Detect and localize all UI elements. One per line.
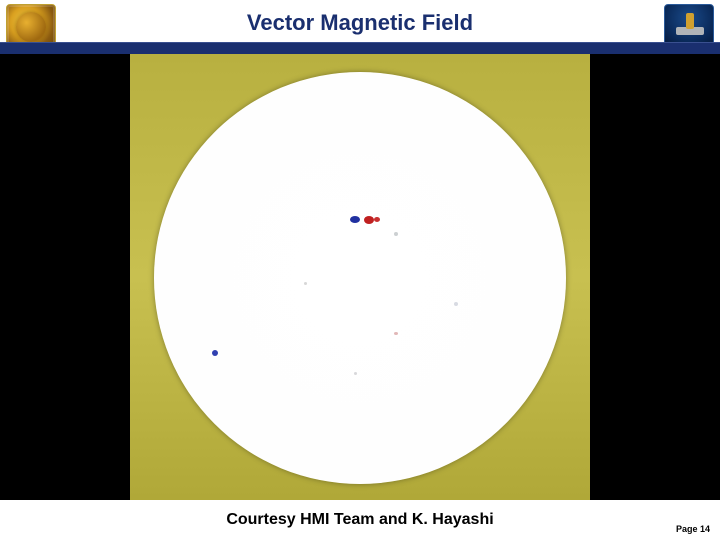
noise-spot-1 [394, 232, 398, 236]
active-region-blue-1 [350, 216, 360, 223]
header-accent-bar [0, 42, 720, 54]
slide-content [0, 54, 720, 500]
slide-title: Vector Magnetic Field [247, 10, 473, 36]
noise-spot-2 [304, 282, 307, 285]
slide: Vector Magnetic Field Courtesy HMI Team … [0, 0, 720, 540]
noise-spot-5 [454, 302, 458, 306]
active-region-blue-2 [212, 350, 218, 356]
page-number: Page 14 [676, 524, 710, 534]
slide-footer: Courtesy HMI Team and K. Hayashi Page 14 [0, 500, 720, 540]
solar-disk [154, 72, 566, 484]
noise-spot-4 [354, 372, 357, 375]
slide-header: Vector Magnetic Field [0, 0, 720, 54]
image-credit: Courtesy HMI Team and K. Hayashi [226, 511, 493, 529]
active-region-red-1 [364, 216, 374, 224]
magnetogram-panel [130, 54, 590, 500]
noise-spot-3 [394, 332, 398, 335]
